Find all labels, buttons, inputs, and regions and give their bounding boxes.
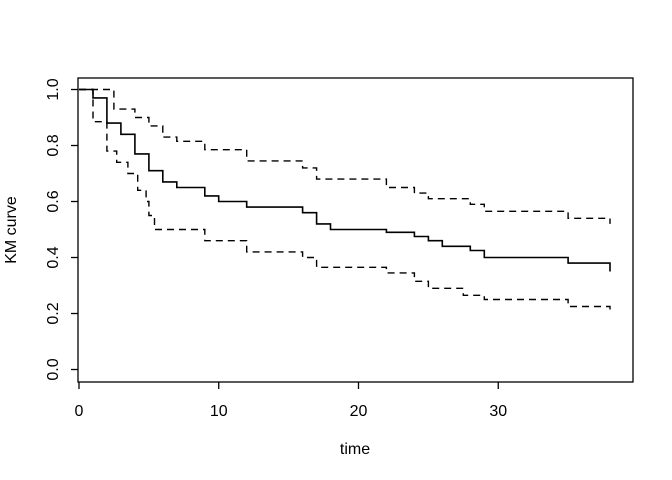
x-tick-label: 30	[489, 403, 507, 420]
y-tick-label: 0.2	[45, 302, 62, 324]
y-tick-label: 0.0	[45, 358, 62, 380]
y-tick-label: 0.8	[45, 134, 62, 156]
x-tick-label: 20	[350, 403, 368, 420]
km-estimate-line	[79, 88, 611, 272]
y-tick-label: 0.6	[45, 190, 62, 212]
upper-confidence-band-line	[79, 88, 611, 224]
x-tick-label: 0	[75, 403, 84, 420]
y-axis-title: KM curve	[3, 196, 20, 264]
lower-confidence-band-line	[79, 88, 611, 311]
chart-content-layer: 0 10 20 30 0.0 0.2 0.4 0.6 0.8 1.0	[45, 78, 611, 420]
x-axis-title: time	[340, 441, 370, 458]
y-tick-label: 1.0	[45, 78, 62, 100]
x-tick-label: 10	[210, 403, 228, 420]
plot-box	[77, 77, 634, 383]
y-tick-label: 0.4	[45, 246, 62, 268]
